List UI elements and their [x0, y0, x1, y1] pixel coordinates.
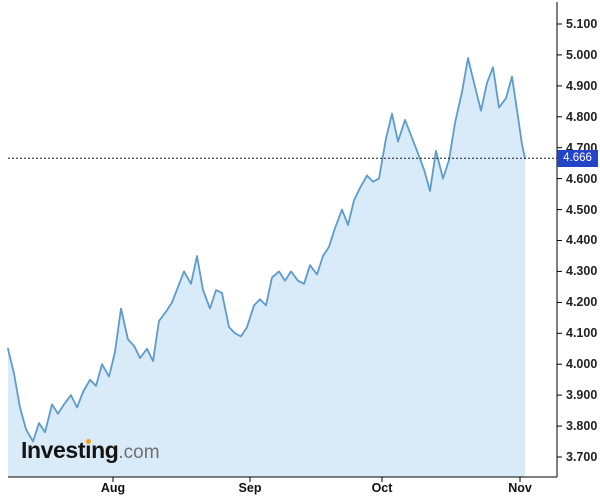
investing-logo: Investıng.com [21, 436, 160, 464]
logo-text-invest: Invest [21, 437, 86, 463]
y-tick-label: 4.200 [566, 295, 598, 309]
y-tick-label: 5.000 [566, 48, 598, 62]
y-tick-label: 3.700 [566, 450, 598, 464]
y-tick-label: 4.300 [566, 264, 598, 278]
x-tick-label: Aug [100, 481, 126, 495]
logo-text-ng: ng [91, 437, 119, 463]
last-price-badge: 4.666 [557, 150, 598, 167]
y-tick-label: 4.000 [566, 357, 598, 371]
price-line [7, 57, 526, 443]
y-tick-label: 4.800 [566, 110, 598, 124]
x-tick-label: Oct [371, 481, 393, 495]
logo-text-com: .com [118, 442, 160, 463]
y-tick-label: 4.500 [566, 203, 598, 217]
y-tick-label: 4.100 [566, 326, 598, 340]
y-tick-label: 4.400 [566, 233, 598, 247]
y-tick-label: 3.900 [566, 388, 598, 402]
logo-orange-dot-i: ı [85, 437, 92, 463]
y-tick-label: 3.800 [566, 419, 598, 433]
x-tick-label: Sep [238, 481, 262, 495]
area-fill [8, 58, 525, 477]
x-tick-label: Nov [508, 481, 532, 495]
y-tick-label: 5.100 [566, 17, 598, 31]
y-tick-label: 4.900 [566, 79, 598, 93]
y-tick-label: 4.600 [566, 172, 598, 186]
